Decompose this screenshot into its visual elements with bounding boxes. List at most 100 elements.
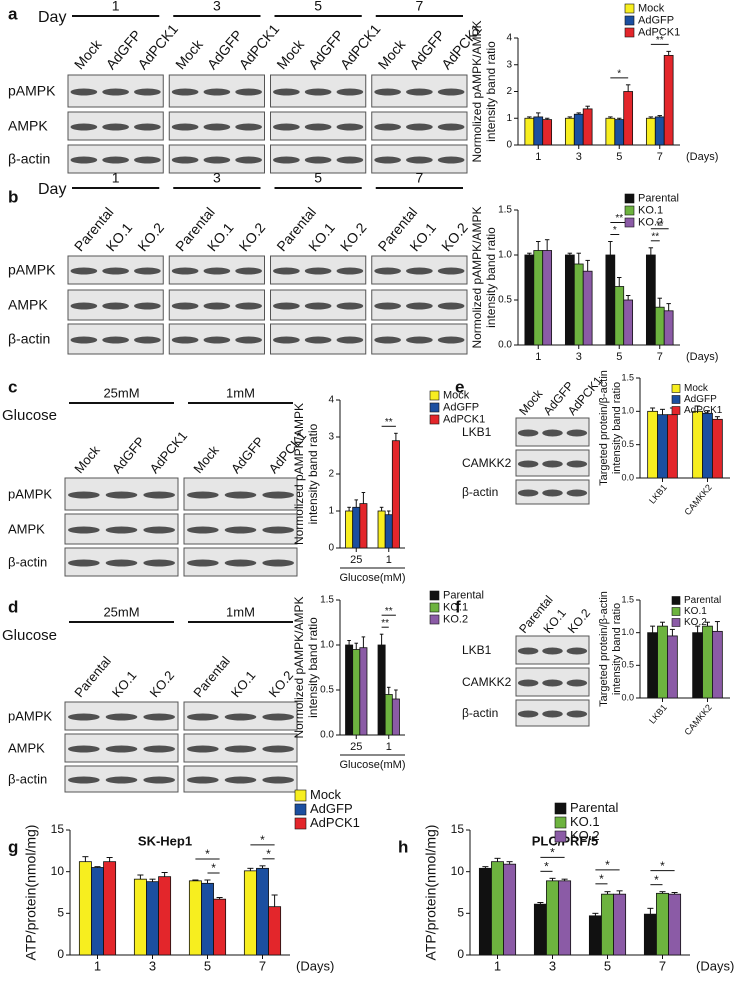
x-tick-label: 25 (350, 554, 362, 566)
y-tick-label: 15 (451, 822, 465, 836)
band (68, 491, 100, 499)
row-label: pAMPK (8, 83, 56, 99)
lane-label: Mock (71, 442, 103, 476)
blot-strip (67, 144, 164, 174)
bar (146, 881, 159, 956)
x-tick-label: 5 (604, 958, 611, 973)
band (235, 336, 262, 344)
bar (345, 510, 354, 549)
band (143, 491, 175, 499)
x-tick-label: 1 (386, 554, 392, 566)
band (542, 429, 563, 437)
legend-swatch (554, 816, 567, 829)
bar (384, 514, 393, 549)
y-tick-label: 0.5 (320, 685, 334, 696)
blot-strip (183, 477, 298, 511)
x-tick-label: LKB1 (647, 482, 669, 505)
row-label: LKB1 (462, 425, 492, 439)
blot-strip (371, 111, 468, 141)
bar (268, 906, 282, 956)
band (70, 88, 98, 96)
x-tick-label: 7 (659, 958, 666, 973)
band (374, 302, 401, 310)
band (517, 489, 539, 497)
bar (712, 630, 723, 699)
band (336, 267, 364, 275)
blot-strip (515, 667, 590, 697)
blot-strip (183, 733, 298, 763)
row-label: β-actin (462, 706, 498, 720)
band (105, 526, 138, 534)
bar (702, 412, 713, 479)
significance-label: ** (385, 606, 393, 617)
band (566, 710, 588, 718)
y-axis-label: intensity band ratio (611, 603, 623, 695)
bar (582, 270, 593, 346)
bar (478, 867, 492, 956)
panel-label: c (8, 377, 17, 396)
x-tick-label: 7 (657, 351, 663, 363)
y-tick-label: 0.5 (498, 295, 512, 306)
band (566, 489, 588, 497)
x-axis-label: (Days) (296, 958, 334, 973)
x-axis-label: (Days) (686, 351, 718, 363)
group-label: 5 (314, 0, 322, 14)
x-tick-label: LKB1 (647, 702, 669, 725)
y-tick-label: 0 (506, 140, 512, 151)
band (517, 710, 539, 718)
band (273, 88, 300, 96)
row-label: β-actin (462, 485, 498, 499)
band (134, 88, 161, 96)
significance-label: * (205, 847, 210, 861)
bar (491, 861, 504, 956)
y-axis-label: Normolized pAMPK/AMPK (292, 596, 306, 738)
x-axis-label: Glucose(mM) (339, 572, 405, 584)
y-tick-label: 3 (506, 59, 512, 70)
panel-label: h (398, 837, 408, 856)
band (203, 336, 231, 344)
band (187, 526, 219, 534)
band (105, 745, 138, 753)
lane-label: Parental (190, 653, 233, 700)
row-label: β-actin (8, 554, 47, 569)
y-axis-label: Targeted protein/β-actin (598, 591, 610, 707)
legend-swatch (429, 414, 440, 425)
chart-title: SK-Hep1 (138, 833, 192, 848)
band (262, 559, 294, 567)
legend-swatch (624, 193, 635, 204)
blot-strip (168, 255, 265, 285)
significance-label: * (605, 858, 610, 872)
band (102, 123, 129, 131)
bar (503, 863, 517, 956)
legend-label: AdGFP (310, 801, 353, 816)
band (68, 559, 100, 567)
row-label: AMPK (8, 297, 48, 313)
band (304, 156, 332, 164)
y-axis-label: ATP/protein(nmol/mg) (423, 825, 439, 961)
blot-strip (371, 144, 468, 174)
band (224, 559, 257, 567)
y-tick-label: 1.5 (621, 594, 634, 604)
band (134, 302, 161, 310)
blot-strip (515, 417, 590, 447)
bar (377, 644, 386, 736)
band (203, 302, 231, 310)
significance-label: * (599, 872, 604, 886)
legend-swatch (671, 384, 681, 393)
blot-strip (64, 701, 179, 731)
legend-label: KO.1 (443, 601, 468, 613)
bar (133, 878, 147, 956)
legend-label: KO.2 (570, 828, 600, 843)
band (224, 745, 257, 753)
band (406, 123, 433, 131)
blot-strip (371, 323, 468, 355)
row-label: β-actin (8, 771, 47, 786)
band (143, 745, 175, 753)
bar (564, 117, 575, 146)
bar (158, 876, 172, 956)
blot-strip (168, 289, 265, 321)
legend-swatch (429, 602, 440, 613)
blot-strip (183, 547, 298, 577)
band (203, 156, 231, 164)
bar (654, 306, 665, 346)
